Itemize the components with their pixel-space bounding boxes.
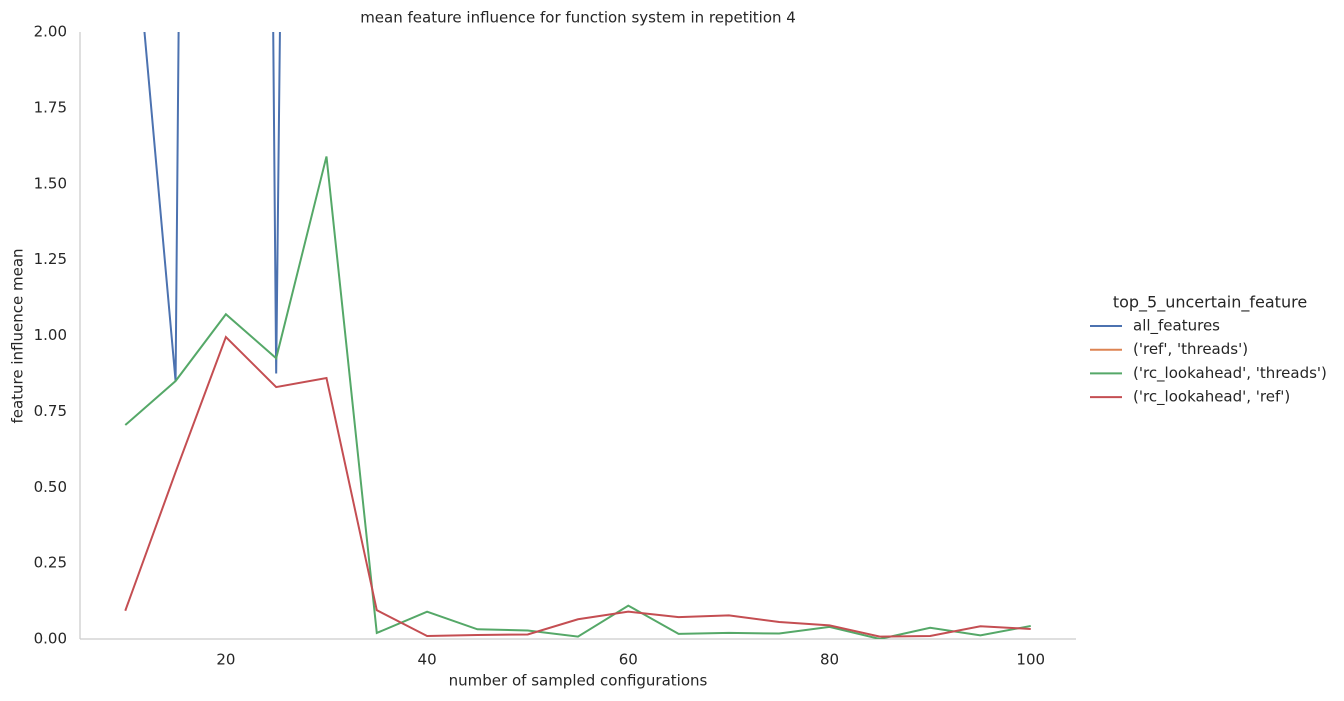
y-tick-label: 0.75 — [34, 402, 67, 420]
x-tick-label: 60 — [619, 651, 638, 669]
y-axis-label: feature influence mean — [9, 248, 27, 423]
legend-label: ('rc_lookahead', 'threads') — [1133, 364, 1327, 383]
plot-area — [124, 32, 1031, 639]
y-tick-label: 1.50 — [34, 174, 67, 192]
x-tick-label: 100 — [1016, 651, 1045, 669]
x-axis-label: number of sampled configurations — [449, 672, 708, 690]
x-tick-label: 20 — [216, 651, 235, 669]
legend-label: all_features — [1133, 317, 1220, 336]
y-tick-label: 0.25 — [34, 554, 67, 572]
chart-title: mean feature influence for function syst… — [360, 9, 796, 27]
x-tick-label: 40 — [418, 651, 437, 669]
series-line — [124, 156, 1031, 639]
y-tick-label: 0.00 — [34, 630, 67, 648]
legend-label: ('ref', 'threads') — [1133, 340, 1248, 358]
legend-label: ('rc_lookahead', 'ref') — [1133, 388, 1290, 407]
y-tick-label: 0.50 — [34, 478, 67, 496]
y-tick-label: 1.00 — [34, 326, 67, 344]
y-tick-label: 1.25 — [34, 250, 67, 268]
legend-title: top_5_uncertain_feature — [1113, 293, 1307, 313]
series-line — [143, 32, 281, 382]
x-tick-label: 80 — [820, 651, 839, 669]
y-tick-label: 2.00 — [34, 23, 67, 41]
series-line — [124, 335, 1031, 638]
y-tick-label: 1.75 — [34, 98, 67, 116]
